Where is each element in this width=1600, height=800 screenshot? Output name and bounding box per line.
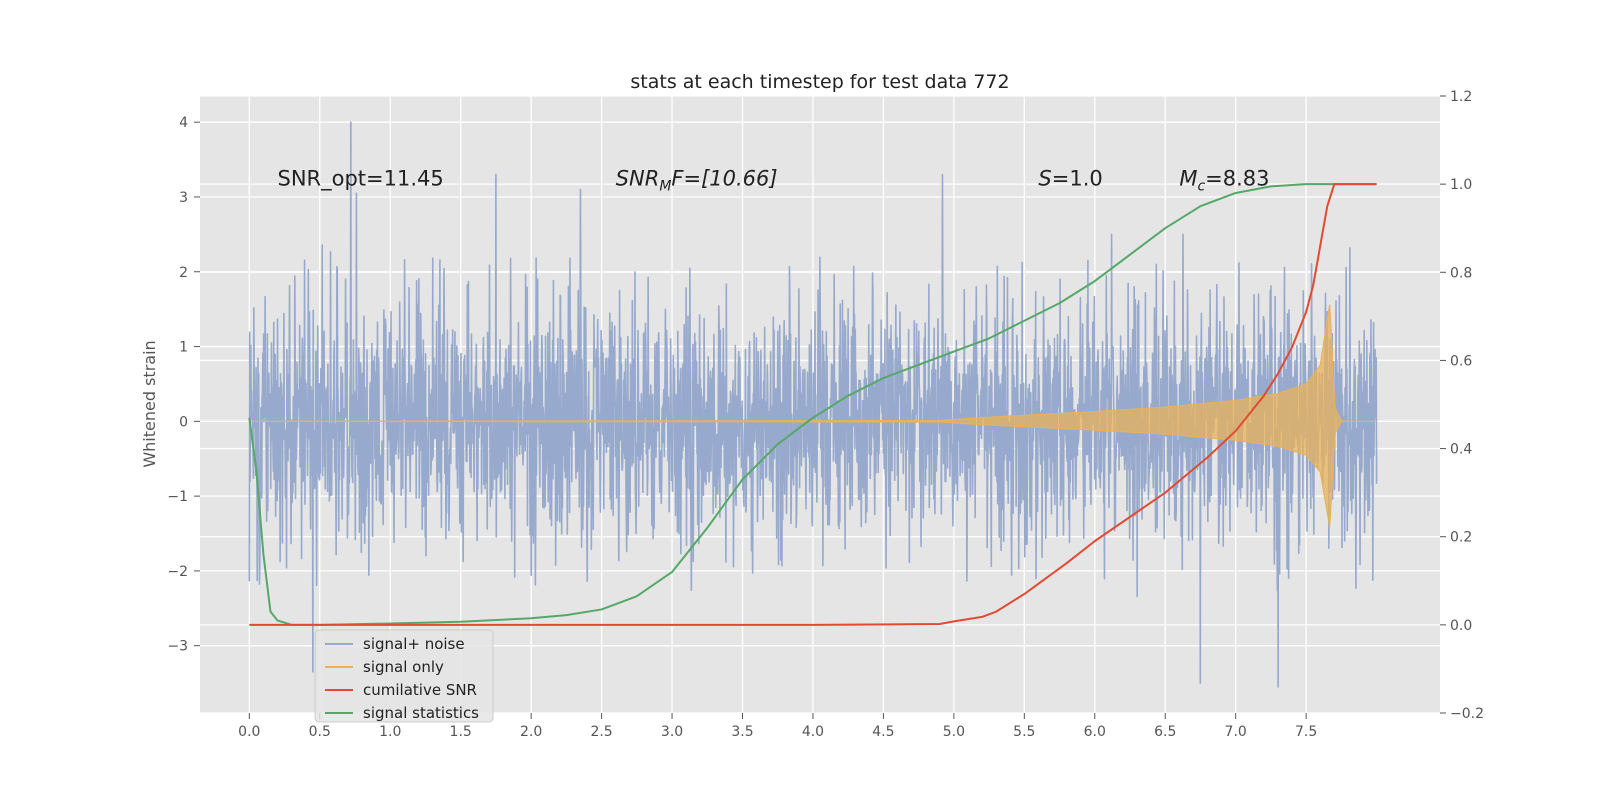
x-tick-label: 2.5 xyxy=(590,724,612,740)
x-tick-label: 2.0 xyxy=(520,724,542,740)
y-tick-label-left: 0 xyxy=(179,414,188,430)
series-layer xyxy=(248,121,1378,688)
x-tick-label: 1.0 xyxy=(379,724,401,740)
legend-label: cumilative SNR xyxy=(363,681,477,699)
annotation-snr-opt: SNR_opt=11.45 xyxy=(278,166,444,191)
y-tick-label-left: −1 xyxy=(167,489,188,505)
annotation-snr-mf: SNRMF=[10.66] xyxy=(616,166,778,194)
x-tick-label: 0.5 xyxy=(309,724,331,740)
x-tick-label: 6.5 xyxy=(1154,724,1176,740)
series-cumulative-snr xyxy=(249,183,1377,626)
series-signal-noise xyxy=(248,121,1378,688)
x-tick-label: 5.5 xyxy=(1013,724,1035,740)
annotation-symbol: M xyxy=(1179,166,1197,190)
legend-box xyxy=(314,629,494,723)
annotation-symbol: SNR xyxy=(616,166,660,190)
x-tick-label: 3.5 xyxy=(731,724,753,740)
series-signal-only xyxy=(249,304,1377,527)
y-tick-label-right: 1.2 xyxy=(1450,89,1472,105)
y-tick-label-right: 0.0 xyxy=(1450,618,1472,634)
y-tick-label-left: 2 xyxy=(179,265,188,281)
y-tick-label-right: −0.2 xyxy=(1450,706,1484,722)
y-tick-label-right: 0.2 xyxy=(1450,530,1472,546)
x-tick-label: 6.0 xyxy=(1084,724,1106,740)
x-tick-label: 4.5 xyxy=(872,724,894,740)
y-tick-label-left: 3 xyxy=(179,190,188,206)
x-tick-label: 7.5 xyxy=(1295,724,1317,740)
x-tick-label: 3.0 xyxy=(661,724,683,740)
chart-title: stats at each timestep for test data 772 xyxy=(630,71,1009,93)
annotation-s-value: S=1.0 xyxy=(1038,166,1102,190)
y-tick-label-right: 0.8 xyxy=(1450,265,1472,281)
x-tick-label: 5.0 xyxy=(943,724,965,740)
y-tick-label-left: −2 xyxy=(167,564,188,580)
legend: signal+ noise signal only cumilative SNR si… xyxy=(314,629,494,723)
y-ticks-right: 1.2 1.0 0.8 0.6 0.4 0.2 0.0 −0.2 xyxy=(1440,89,1484,722)
legend-label: signal statistics xyxy=(363,704,479,722)
x-ticks: 0.0 0.5 1.0 1.5 2.0 2.5 3.0 3.5 4.0 4.5 5.0 5.5 6.0 6… xyxy=(238,713,1317,740)
annotation-subscript: M xyxy=(659,178,671,194)
x-tick-label: 4.0 xyxy=(802,724,824,740)
y-tick-label-left: 4 xyxy=(179,115,188,131)
annotation-value: F=[10.66] xyxy=(671,166,777,190)
y-tick-label-right: 1.0 xyxy=(1450,177,1472,193)
legend-label: signal only xyxy=(363,658,444,676)
legend-label: signal+ noise xyxy=(363,635,465,653)
annotation-symbol: S xyxy=(1038,166,1051,190)
annotation-mc-value: Mc=8.83 xyxy=(1179,166,1269,194)
y-tick-label-right: 0.4 xyxy=(1450,442,1472,458)
annotations: SNR_opt=11.45 SNRMF=[10.66] S=1.0 Mc=8.83 xyxy=(278,166,1270,194)
annotation-value: =8.83 xyxy=(1205,166,1269,190)
y-tick-label-left: −3 xyxy=(167,639,188,655)
y-tick-label-left: 1 xyxy=(179,340,188,356)
y-ticks-left: 4 3 2 1 0 −1 −2 −3 xyxy=(167,115,200,655)
x-tick-label: 7.0 xyxy=(1225,724,1247,740)
y-axis-label: Whitened strain xyxy=(140,340,159,467)
y-tick-label-right: 0.6 xyxy=(1450,353,1472,369)
annotation-value: =1.0 xyxy=(1052,166,1103,190)
x-tick-label: 0.0 xyxy=(238,724,260,740)
x-tick-label: 1.5 xyxy=(450,724,472,740)
annotation-subscript: c xyxy=(1197,178,1205,194)
